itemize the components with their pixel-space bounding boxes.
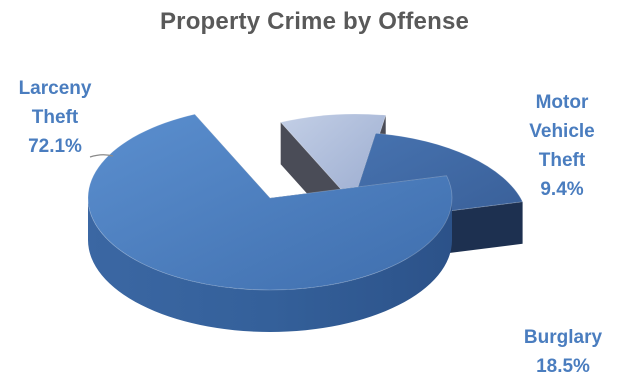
label-motor-value: 9.4%	[512, 175, 612, 204]
label-burglary-line-1: Burglary	[508, 323, 618, 352]
label-burglary: Burglary 18.5%	[508, 323, 618, 381]
label-burglary-value: 18.5%	[508, 352, 618, 381]
label-larceny-line-1: Larceny	[10, 74, 100, 103]
label-motor-line-1: Motor	[512, 88, 612, 117]
label-larceny-line-2: Theft	[10, 103, 100, 132]
label-larceny-value: 72.1%	[10, 132, 100, 161]
label-motor-line-2: Vehicle	[512, 117, 612, 146]
label-larceny-theft: Larceny Theft 72.1%	[10, 74, 100, 161]
label-motor-vehicle-theft: Motor Vehicle Theft 9.4%	[512, 88, 612, 204]
label-motor-line-3: Theft	[512, 146, 612, 175]
